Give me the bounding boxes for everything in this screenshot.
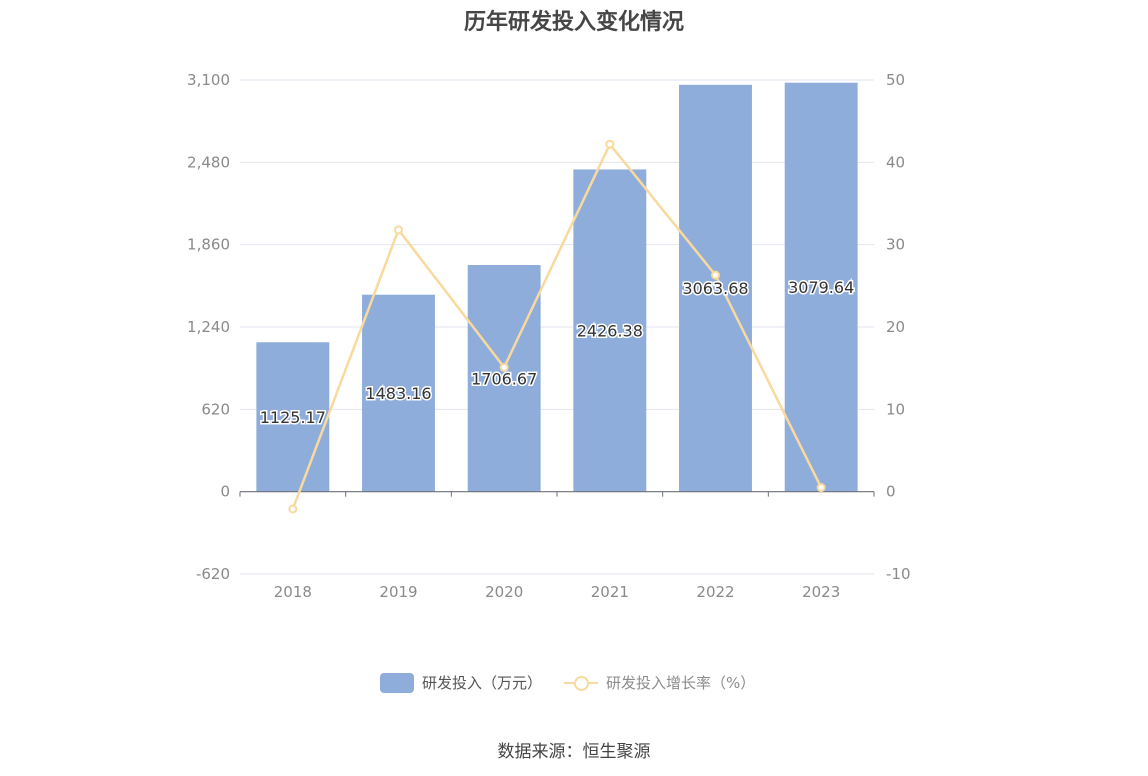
- bar: [679, 84, 752, 492]
- bar: [784, 82, 858, 492]
- legend-line-swatch: [564, 673, 599, 693]
- x-tick-label: 2023: [802, 583, 840, 601]
- bar: [362, 294, 435, 492]
- y-left-tick-label: 620: [201, 400, 230, 418]
- growth-point: [605, 139, 615, 149]
- bar-value-label: 3063.68: [682, 279, 748, 298]
- y-right-tick-label: 30: [886, 236, 905, 254]
- x-tick-label: 2022: [696, 583, 734, 601]
- growth-point: [711, 270, 720, 280]
- y-right-tick-label: 40: [886, 153, 905, 171]
- y-right-tick-label: 20: [886, 318, 905, 336]
- x-tick-label: 2020: [485, 583, 523, 601]
- y-left-tick-label: 0: [220, 483, 230, 501]
- x-tick-label: 2021: [591, 583, 629, 601]
- y-right-tick-label: -10: [886, 565, 911, 583]
- legend-item-bar[interactable]: 研发投入（万元）: [380, 672, 542, 693]
- legend-bar-label: 研发投入（万元）: [422, 674, 543, 692]
- bar: [573, 169, 647, 492]
- bar-value-label: 1706.67: [471, 369, 537, 388]
- bar-value-label: 3079.64: [788, 278, 854, 297]
- growth-point: [288, 504, 298, 514]
- x-tick-label: 2018: [274, 583, 312, 601]
- growth-point: [394, 225, 403, 235]
- bar-value-label: 1483.16: [365, 384, 431, 403]
- legend: 研发投入（万元） 研发投入增长率（%）: [380, 672, 777, 693]
- growth-point: [816, 483, 826, 493]
- growth-line: [291, 141, 823, 510]
- x-tick-label: 2019: [379, 583, 417, 601]
- legend-bar-swatch: [380, 672, 414, 693]
- y-right-tick-label: 50: [886, 71, 905, 89]
- legend-item-line[interactable]: 研发投入增长率（%）: [564, 672, 755, 693]
- source-note: 数据来源：恒生聚源: [497, 742, 651, 762]
- growth-point: [499, 362, 509, 372]
- chart-title: 历年研发投入变化情况: [463, 10, 684, 35]
- y-left-tick-label: 2,480: [187, 153, 230, 171]
- legend-line-label: 研发投入增长率（%）: [606, 674, 756, 692]
- y-left-tick-label: 1,860: [187, 236, 230, 254]
- bar-value-label: 1125.17: [260, 408, 326, 427]
- bar-value-label: 2426.38: [577, 322, 643, 341]
- y-left-tick-label: -620: [196, 565, 230, 583]
- bar: [467, 265, 541, 492]
- chart-plot: -620 0 620 1,240 1,860 2,480 3,100 -10 0 10 20 30 40…: [187, 71, 911, 601]
- y-left-tick-label: 1,240: [187, 318, 230, 336]
- bar: [256, 342, 330, 492]
- y-right-tick-label: 10: [886, 400, 905, 418]
- y-left-tick-label: 3,100: [187, 71, 230, 89]
- y-right-tick-label: 0: [886, 483, 896, 501]
